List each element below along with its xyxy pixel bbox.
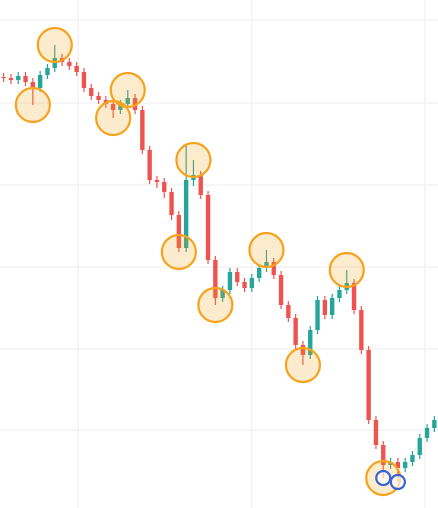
swing-highlight	[14, 86, 51, 124]
candle-body	[30, 82, 36, 88]
candle-body	[125, 98, 130, 104]
candle-body	[395, 462, 401, 468]
candle-body	[213, 260, 218, 298]
candle-body	[402, 462, 408, 468]
candle-body	[410, 455, 415, 462]
candle-body	[432, 420, 437, 428]
swing-highlight	[160, 233, 197, 271]
candle-body	[147, 150, 152, 180]
candle-body	[373, 420, 379, 445]
candle-body	[140, 110, 145, 150]
candle-body	[220, 290, 225, 298]
candle-body	[235, 272, 240, 282]
candle-body	[417, 438, 422, 455]
swing-highlight	[248, 231, 285, 269]
candle-body	[271, 262, 276, 275]
swing-highlight	[36, 26, 73, 64]
candle-body	[424, 428, 430, 438]
swing-highlight	[197, 286, 234, 324]
swing-highlight	[284, 346, 322, 384]
candle-body	[278, 275, 284, 305]
candle-body	[169, 192, 174, 215]
candle-body	[351, 283, 357, 310]
swing-highlight	[175, 141, 212, 179]
candle-body	[8, 78, 14, 80]
ring-marker	[375, 469, 392, 487]
candle-body	[286, 305, 291, 318]
candle-body	[110, 104, 116, 110]
candle-body	[81, 72, 87, 88]
candle-body	[256, 268, 262, 278]
candle-body	[308, 330, 313, 355]
candle-body	[96, 96, 101, 100]
candle-body	[227, 272, 233, 290]
candle-body	[154, 180, 160, 182]
candle-body	[322, 300, 328, 315]
candle-body	[23, 76, 28, 82]
candle-body	[198, 175, 203, 195]
candle-body	[300, 345, 306, 355]
candle-body	[118, 104, 123, 110]
candle-body	[162, 182, 167, 192]
swing-highlight	[95, 99, 132, 137]
candle-body	[337, 290, 342, 298]
candle-body	[176, 215, 182, 248]
candle-body	[183, 180, 189, 248]
candle-body	[205, 195, 211, 260]
candle-body	[249, 278, 255, 288]
swing-highlight	[328, 251, 365, 289]
candle-body	[16, 76, 21, 80]
candle-body	[366, 350, 371, 420]
candle-body	[37, 75, 43, 88]
candle-body	[67, 62, 72, 66]
candle-body	[1, 77, 6, 78]
candle-body	[359, 310, 364, 350]
candle-body	[264, 262, 269, 268]
swing-highlight	[109, 71, 146, 109]
candle-body	[89, 88, 94, 96]
ring-marker	[389, 473, 406, 491]
candle-body	[132, 98, 138, 110]
candle-body	[74, 66, 79, 72]
candle-body	[242, 282, 247, 288]
candle-body	[293, 318, 298, 345]
candle-body	[315, 300, 320, 330]
candle-body	[381, 445, 386, 465]
candle-body	[45, 68, 50, 75]
candle-body	[329, 298, 335, 315]
